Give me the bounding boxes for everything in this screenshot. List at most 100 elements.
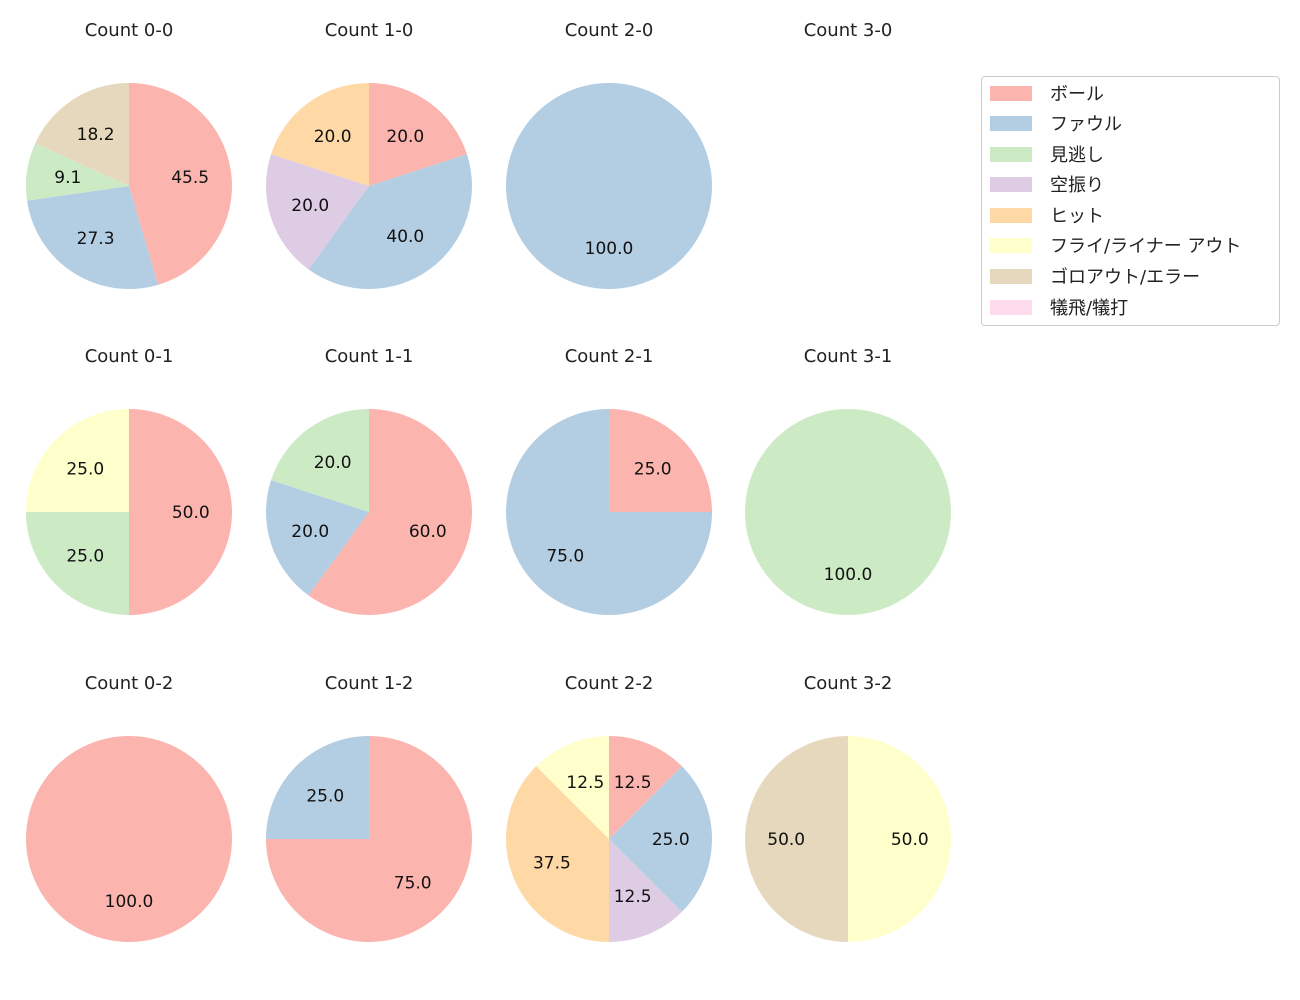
pie-slice — [25, 143, 129, 201]
pie-slice — [266, 736, 369, 839]
slice-label: 75.0 — [394, 874, 432, 894]
pie-chart: Count 0-0 45.5 27.3 9.1 18.2 — [25, 20, 233, 289]
legend-swatch — [990, 146, 1032, 162]
chart-title: Count 1-0 — [325, 20, 414, 41]
pie-chart: Count 1-0 20.0 40.0 20.0 20.0 — [266, 20, 473, 289]
chart-title: Count 2-2 — [565, 673, 654, 694]
slice-label: 25.0 — [306, 786, 344, 806]
legend-label: ファウル — [1050, 114, 1122, 135]
pie-slice — [609, 409, 712, 512]
legend-item: ゴロアウト/エラー — [990, 266, 1201, 288]
legend-swatch — [990, 85, 1032, 101]
pie-slice — [129, 409, 232, 615]
pie-slice — [308, 409, 473, 616]
pie-slice — [609, 736, 682, 839]
legend: ボール ファウル 見逃し 空振り ヒット フライ/ライナー アウト ゴロアウト/… — [981, 76, 1280, 326]
legend-swatch — [990, 299, 1032, 315]
pie-chart: Count 0-1 50.0 25.0 25.0 — [26, 346, 232, 615]
legend-swatch — [990, 176, 1032, 192]
slice-label: 100.0 — [824, 565, 873, 585]
slice-label: 75.0 — [546, 547, 584, 567]
chart-title: Count 2-1 — [565, 346, 654, 367]
slice-label: 25.0 — [66, 547, 104, 567]
slice-label: 37.5 — [533, 854, 571, 874]
pie-slice — [271, 83, 369, 186]
slice-label: 12.5 — [614, 773, 652, 793]
pie-slice — [35, 83, 129, 186]
pie-slice — [506, 766, 609, 942]
legend-label: 空振り — [1050, 175, 1104, 196]
chart-title: Count 0-2 — [85, 673, 174, 694]
slice-label: 100.0 — [585, 239, 634, 259]
legend-item: 空振り — [990, 174, 1104, 196]
pie-chart: Count 1-2 75.0 25.0 — [266, 673, 472, 942]
pie-slice — [369, 83, 467, 186]
legend-item: ボール — [990, 83, 1104, 105]
slice-label: 9.1 — [54, 168, 81, 188]
pie-chart: Count 3-0 — [804, 20, 893, 41]
slice-label: 20.0 — [314, 453, 352, 473]
slice-label: 50.0 — [767, 830, 805, 850]
pie-slice — [609, 839, 682, 942]
pie-slice — [609, 766, 712, 912]
legend-swatch — [990, 115, 1032, 131]
legend-label: ボール — [1050, 84, 1104, 105]
legend-swatch — [990, 237, 1032, 253]
pie-slice — [506, 409, 712, 615]
pie-slice — [266, 154, 369, 270]
slice-label: 20.0 — [291, 522, 329, 542]
legend-swatch — [990, 207, 1032, 223]
pie-chart: Count 1-1 60.0 20.0 20.0 — [266, 346, 473, 616]
legend-label: ゴロアウト/エラー — [1050, 267, 1201, 288]
slice-label: 18.2 — [77, 125, 115, 145]
pie-chart: Count 3-1 100.0 — [745, 346, 951, 615]
legend-item: 見逃し — [990, 144, 1104, 166]
legend-label: 見逃し — [1050, 145, 1104, 166]
pie-chart: Count 2-0 100.0 — [506, 20, 712, 289]
pie-slice — [26, 736, 232, 942]
slice-label: 12.5 — [566, 773, 604, 793]
slice-label: 25.0 — [66, 459, 104, 479]
legend-swatch — [990, 268, 1032, 284]
chart-title: Count 0-1 — [85, 346, 174, 367]
slice-label: 20.0 — [314, 127, 352, 147]
slice-label: 25.0 — [652, 830, 690, 850]
slice-label: 12.5 — [614, 887, 652, 907]
pie-slice — [27, 186, 159, 289]
pie-slice — [271, 409, 369, 512]
pie-slice — [745, 409, 951, 615]
pie-chart: Count 0-2 100.0 — [26, 673, 232, 942]
pie-slice — [266, 480, 369, 596]
slice-label: 20.0 — [386, 127, 424, 147]
legend-item: フライ/ライナー アウト — [990, 235, 1242, 257]
slice-label: 20.0 — [291, 196, 329, 216]
pie-chart: Count 3-2 50.0 50.0 — [745, 673, 951, 942]
legend-item: 犠飛/犠打 — [990, 297, 1129, 319]
legend-label: フライ/ライナー アウト — [1050, 236, 1242, 257]
pie-chart: Count 2-2 12.5 25.0 12.5 37.5 12.5 — [506, 673, 712, 942]
slice-label: 100.0 — [105, 892, 154, 912]
pie-slice — [26, 409, 129, 512]
legend-label: 犠飛/犠打 — [1050, 298, 1129, 319]
pie-slice — [26, 512, 129, 615]
slice-label: 27.3 — [77, 229, 115, 249]
chart-title: Count 1-2 — [325, 673, 414, 694]
legend-item: ファウル — [990, 113, 1122, 135]
chart-title: Count 3-2 — [804, 673, 893, 694]
pie-slice — [848, 736, 951, 942]
chart-title: Count 2-0 — [565, 20, 654, 41]
slice-label: 50.0 — [172, 503, 210, 523]
chart-title: Count 3-0 — [804, 20, 893, 41]
pie-slice — [129, 83, 233, 285]
pie-slice — [506, 83, 712, 289]
slice-label: 60.0 — [409, 522, 447, 542]
slice-label: 50.0 — [891, 830, 929, 850]
pie-slice — [745, 736, 848, 942]
slice-label: 45.5 — [171, 168, 209, 188]
pie-slice — [308, 154, 473, 289]
slice-label: 25.0 — [634, 459, 672, 479]
pie-slice — [536, 736, 609, 839]
slice-label: 40.0 — [386, 227, 424, 247]
pie-chart: Count 2-1 25.0 75.0 — [506, 346, 712, 615]
